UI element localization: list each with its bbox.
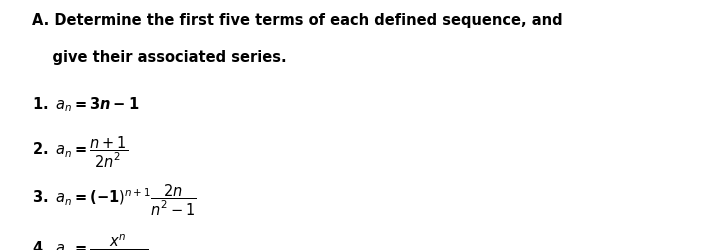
Text: $\mathbf{4.}$ $\boldsymbol{a_n = \dfrac{x^n}{(n+1)!}}$: $\mathbf{4.}$ $\boldsymbol{a_n = \dfrac{… [32,232,148,250]
Text: $\mathbf{2.}$ $\boldsymbol{a_n = \dfrac{n+1}{2n^2}}$: $\mathbf{2.}$ $\boldsymbol{a_n = \dfrac{… [32,135,128,170]
Text: A. Determine the first five terms of each defined sequence, and: A. Determine the first five terms of eac… [32,12,563,28]
Text: give their associated series.: give their associated series. [32,50,287,65]
Text: $\mathbf{3.}$ $\boldsymbol{a_n = (-1)^{n+1} \dfrac{2n}{n^{2}-1}}$: $\mathbf{3.}$ $\boldsymbol{a_n = (-1)^{n… [32,182,197,218]
Text: $\mathbf{1.}$ $\boldsymbol{a_n = 3n - 1}$: $\mathbf{1.}$ $\boldsymbol{a_n = 3n - 1}… [32,95,140,114]
